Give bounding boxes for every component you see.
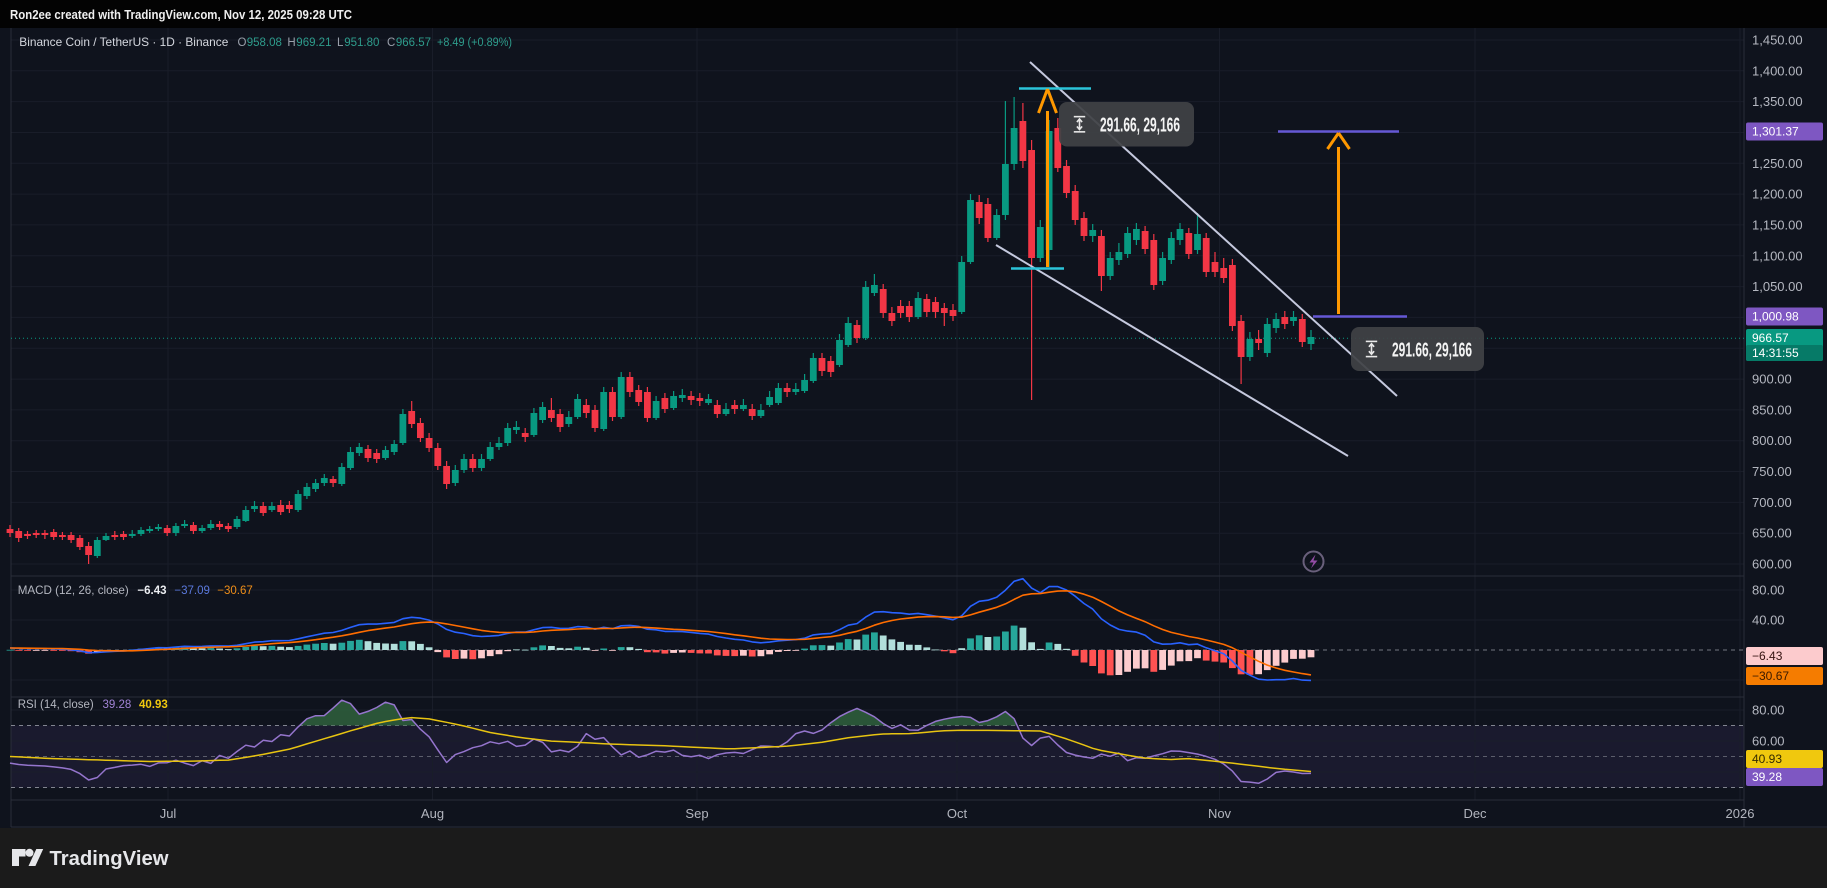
svg-text:−30.67: −30.67: [217, 585, 253, 597]
svg-text:80.00: 80.00: [1752, 703, 1785, 718]
svg-text:291.66, 29,166: 291.66, 29,166: [1100, 115, 1180, 137]
svg-text:39.28: 39.28: [1752, 770, 1782, 784]
svg-text:Binance Coin / TetherUS · 1D ·: Binance Coin / TetherUS · 1D · Binance: [19, 35, 228, 49]
svg-text:L: L: [337, 37, 344, 49]
svg-text:850.00: 850.00: [1752, 402, 1792, 417]
svg-text:1,150.00: 1,150.00: [1752, 217, 1803, 232]
svg-text:Nov: Nov: [1208, 806, 1232, 821]
svg-text:1,050.00: 1,050.00: [1752, 279, 1803, 294]
svg-text:Dec: Dec: [1463, 806, 1487, 821]
svg-text:RSI (14, close): RSI (14, close): [18, 699, 94, 711]
svg-text:80.00: 80.00: [1752, 583, 1785, 598]
svg-text:40.93: 40.93: [1752, 752, 1782, 766]
svg-text:40.93: 40.93: [139, 699, 168, 711]
svg-text:1,350.00: 1,350.00: [1752, 94, 1803, 109]
svg-text:H: H: [287, 37, 295, 49]
svg-text:800.00: 800.00: [1752, 433, 1792, 448]
svg-text:750.00: 750.00: [1752, 464, 1792, 479]
svg-text:1,100.00: 1,100.00: [1752, 248, 1803, 263]
svg-text:40.00: 40.00: [1752, 613, 1785, 628]
svg-text:966.57: 966.57: [1752, 331, 1789, 345]
svg-text:Jul: Jul: [160, 806, 177, 821]
svg-text:1,250.00: 1,250.00: [1752, 156, 1803, 171]
svg-text:−30.67: −30.67: [1752, 669, 1789, 683]
svg-text:700.00: 700.00: [1752, 495, 1792, 510]
svg-text:969.21: 969.21: [296, 37, 331, 49]
svg-text:O: O: [238, 37, 247, 49]
svg-text:600.00: 600.00: [1752, 557, 1792, 572]
svg-text:1,400.00: 1,400.00: [1752, 63, 1803, 78]
svg-text:951.80: 951.80: [344, 37, 379, 49]
svg-text:Aug: Aug: [421, 806, 444, 821]
svg-text:Oct: Oct: [947, 806, 968, 821]
svg-text:MACD (12, 26, close): MACD (12, 26, close): [18, 583, 129, 597]
svg-text:14:31:55: 14:31:55: [1752, 346, 1799, 360]
svg-text:60.00: 60.00: [1752, 734, 1785, 749]
svg-text:291.66, 29,166: 291.66, 29,166: [1392, 339, 1472, 361]
svg-text:958.08: 958.08: [247, 37, 282, 49]
svg-text:−37.09: −37.09: [174, 585, 210, 597]
svg-text:Ron2ee created with TradingVie: Ron2ee created with TradingView.com, Nov…: [10, 7, 353, 22]
svg-text:650.00: 650.00: [1752, 526, 1792, 541]
svg-text:TradingView: TradingView: [50, 847, 169, 870]
svg-text:C: C: [387, 37, 395, 49]
svg-text:1,000.98: 1,000.98: [1752, 310, 1799, 324]
svg-text:−6.43: −6.43: [1752, 649, 1783, 663]
svg-text:1,200.00: 1,200.00: [1752, 187, 1803, 202]
svg-text:966.57: 966.57: [396, 37, 431, 49]
svg-text:1,301.37: 1,301.37: [1752, 125, 1799, 139]
svg-text:+8.49 (+0.89%): +8.49 (+0.89%): [437, 37, 512, 49]
svg-text:Sep: Sep: [685, 806, 708, 821]
svg-text:900.00: 900.00: [1752, 372, 1792, 387]
svg-text:39.28: 39.28: [103, 699, 132, 711]
svg-text:2026: 2026: [1726, 806, 1755, 821]
svg-text:1,450.00: 1,450.00: [1752, 33, 1803, 48]
svg-text:−6.43: −6.43: [137, 585, 166, 597]
